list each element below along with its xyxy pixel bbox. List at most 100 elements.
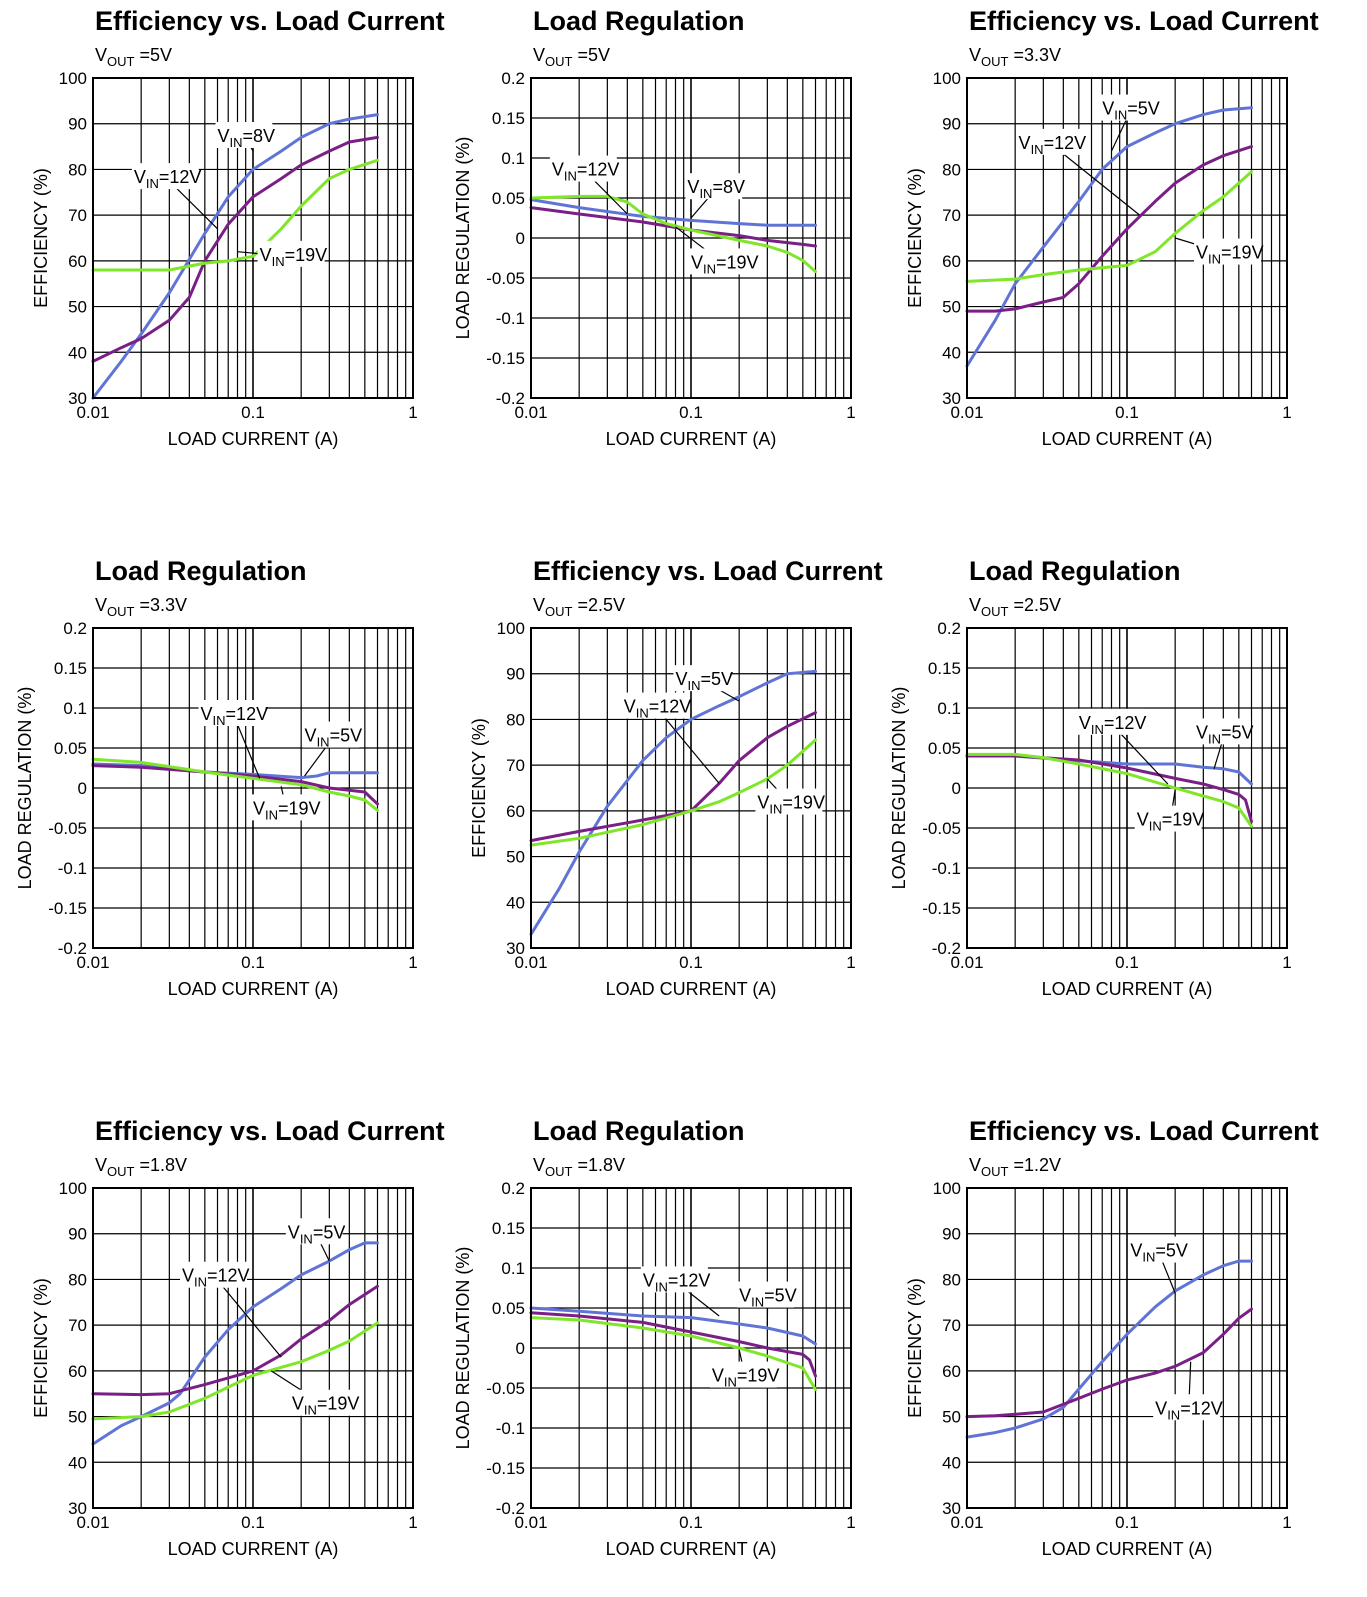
y-tick-label: 0.2 <box>501 1179 525 1198</box>
series-line-blue <box>93 115 378 398</box>
x-axis-label: LOAD CURRENT (A) <box>168 429 339 449</box>
x-axis-label: LOAD CURRENT (A) <box>606 429 777 449</box>
y-tick-label: 0.1 <box>501 1259 525 1278</box>
y-tick-label: 90 <box>942 1225 961 1244</box>
y-tick-label: 60 <box>68 1362 87 1381</box>
x-axis-label: LOAD CURRENT (A) <box>168 1539 339 1559</box>
y-axis-label: LOAD REGULATION (%) <box>453 137 473 340</box>
y-tick-label: 60 <box>68 252 87 271</box>
chart-subtitle: VOUT =1.8V <box>533 1155 625 1179</box>
y-tick-label: 50 <box>942 1408 961 1427</box>
x-tick-label: 1 <box>408 953 417 972</box>
y-tick-label: 50 <box>942 298 961 317</box>
y-tick-label: -0.1 <box>932 859 961 878</box>
chart-title: Efficiency vs. Load Current <box>969 1116 1319 1146</box>
y-tick-label: -0.15 <box>922 899 961 918</box>
x-tick-label: 0.1 <box>679 403 703 422</box>
y-tick-label: 90 <box>68 115 87 134</box>
x-axis-label: LOAD CURRENT (A) <box>606 1539 777 1559</box>
chart-title: Load Regulation <box>95 556 307 586</box>
y-tick-label: -0.1 <box>58 859 87 878</box>
y-tick-label: -0.1 <box>496 309 525 328</box>
y-tick-label: 70 <box>506 756 525 775</box>
grid-lines <box>531 1188 851 1508</box>
x-tick-label: 0.1 <box>241 1513 265 1532</box>
x-tick-label: 0.01 <box>950 1513 983 1532</box>
x-tick-label: 0.01 <box>950 953 983 972</box>
y-tick-label: 100 <box>59 1179 87 1198</box>
x-tick-label: 0.1 <box>1115 1513 1139 1532</box>
x-axis-label: LOAD CURRENT (A) <box>168 979 339 999</box>
y-tick-label: 40 <box>68 343 87 362</box>
y-tick-label: 90 <box>942 115 961 134</box>
grid-lines <box>967 78 1287 398</box>
x-tick-label: 0.1 <box>241 953 265 972</box>
y-tick-label: 40 <box>68 1453 87 1472</box>
grid-lines <box>93 628 413 948</box>
y-tick-label: 70 <box>942 206 961 225</box>
y-axis-label: LOAD REGULATION (%) <box>453 1247 473 1450</box>
y-tick-label: 80 <box>506 710 525 729</box>
y-tick-label: -0.1 <box>496 1419 525 1438</box>
x-tick-label: 1 <box>408 1513 417 1532</box>
chart-subtitle: VOUT =1.2V <box>969 1155 1061 1179</box>
y-tick-label: 0 <box>952 779 961 798</box>
y-axis-label: LOAD REGULATION (%) <box>15 687 35 890</box>
y-tick-label: 100 <box>59 69 87 88</box>
chart-title: Efficiency vs. Load Current <box>969 6 1319 36</box>
y-axis-label: EFFICIENCY (%) <box>905 1278 925 1418</box>
x-tick-label: 0.01 <box>76 1513 109 1532</box>
y-axis-label: EFFICIENCY (%) <box>469 718 489 858</box>
x-tick-label: 1 <box>1282 953 1291 972</box>
y-tick-label: -0.15 <box>48 899 87 918</box>
chart-title: Load Regulation <box>969 556 1181 586</box>
y-tick-label: 80 <box>68 160 87 179</box>
x-tick-label: 0.01 <box>950 403 983 422</box>
y-tick-label: 100 <box>933 69 961 88</box>
y-tick-label: 90 <box>68 1225 87 1244</box>
y-tick-label: 0.1 <box>937 699 961 718</box>
y-tick-label: 100 <box>497 619 525 638</box>
y-tick-label: 0.2 <box>501 69 525 88</box>
chart-subtitle: VOUT =2.5V <box>969 595 1061 619</box>
y-tick-label: 0 <box>78 779 87 798</box>
chart-subtitle: VOUT =2.5V <box>533 595 625 619</box>
y-tick-label: 70 <box>942 1316 961 1335</box>
y-tick-label: 0.05 <box>54 739 87 758</box>
y-tick-label: 50 <box>68 298 87 317</box>
x-axis-label: LOAD CURRENT (A) <box>1042 429 1213 449</box>
y-tick-label: 0.2 <box>63 619 87 638</box>
y-tick-label: 40 <box>942 1453 961 1472</box>
y-tick-label: 90 <box>506 665 525 684</box>
y-axis-label: EFFICIENCY (%) <box>905 168 925 308</box>
annotation-leader <box>216 1278 282 1357</box>
x-tick-label: 0.01 <box>514 953 547 972</box>
y-tick-label: 80 <box>942 160 961 179</box>
y-tick-label: 0.1 <box>63 699 87 718</box>
y-tick-label: 0.15 <box>492 1219 525 1238</box>
y-tick-label: 70 <box>68 1316 87 1335</box>
x-axis-label: LOAD CURRENT (A) <box>1042 979 1213 999</box>
y-tick-label: 100 <box>933 1179 961 1198</box>
y-tick-label: 0.05 <box>492 189 525 208</box>
grid-lines <box>967 628 1287 948</box>
x-tick-label: 1 <box>846 403 855 422</box>
chart-subtitle: VOUT =3.3V <box>969 45 1061 69</box>
y-tick-label: 80 <box>68 1270 87 1289</box>
y-tick-label: -0.05 <box>922 819 961 838</box>
y-tick-label: 60 <box>942 252 961 271</box>
chart-title: Load Regulation <box>533 6 745 36</box>
series-line-purple <box>93 1286 378 1394</box>
y-tick-label: 0 <box>516 229 525 248</box>
x-tick-label: 0.1 <box>679 953 703 972</box>
y-tick-label: 0.15 <box>928 659 961 678</box>
chart-title: Efficiency vs. Load Current <box>533 556 883 586</box>
y-tick-label: 40 <box>942 343 961 362</box>
x-tick-label: 1 <box>846 1513 855 1532</box>
